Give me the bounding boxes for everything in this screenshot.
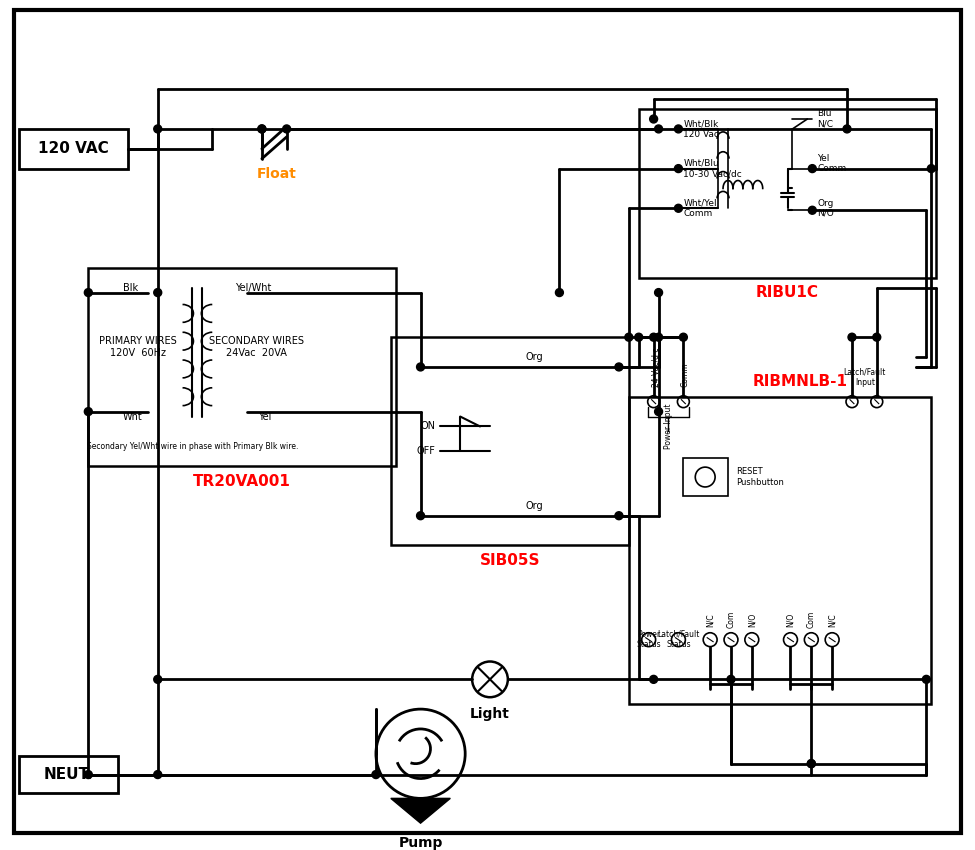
Bar	[629, 397, 931, 704]
Circle shape	[843, 125, 851, 133]
Circle shape	[654, 333, 663, 341]
Text: Com: Com	[806, 611, 816, 628]
Text: OFF: OFF	[416, 446, 436, 456]
Bar	[19, 756, 118, 793]
Circle shape	[654, 289, 663, 297]
Text: Secondary Yel/Wht wire in phase with Primary Blk wire.: Secondary Yel/Wht wire in phase with Pri…	[87, 442, 298, 450]
Text: N/O: N/O	[747, 613, 757, 627]
Text: RIBMNLB-1: RIBMNLB-1	[753, 374, 847, 389]
Text: Yel: Yel	[258, 411, 272, 422]
Text: Yel
Comm: Yel Comm	[817, 154, 846, 173]
Text: NEUT.: NEUT.	[44, 767, 93, 782]
Text: Wht/Blk
120 Vac: Wht/Blk 120 Vac	[683, 119, 720, 139]
Circle shape	[873, 333, 880, 341]
Text: Wht: Wht	[123, 411, 142, 422]
Circle shape	[371, 771, 380, 779]
Circle shape	[654, 125, 663, 133]
Text: Blu
N/C: Blu N/C	[817, 110, 834, 128]
Circle shape	[922, 676, 930, 683]
Text: Float: Float	[256, 167, 296, 180]
Circle shape	[675, 165, 682, 173]
Text: Yel/Wht: Yel/Wht	[235, 282, 272, 292]
Bar	[683, 458, 728, 496]
Text: Light: Light	[470, 707, 510, 721]
Circle shape	[680, 333, 687, 341]
Circle shape	[85, 408, 93, 416]
Circle shape	[675, 204, 682, 212]
Circle shape	[727, 676, 735, 683]
Circle shape	[85, 771, 93, 779]
Bar	[639, 109, 936, 278]
Text: Wht/Blu
10-30 Vac/dc: Wht/Blu 10-30 Vac/dc	[683, 159, 742, 178]
Circle shape	[615, 363, 623, 371]
Text: ON: ON	[420, 422, 436, 432]
Circle shape	[649, 676, 657, 683]
Text: N/O: N/O	[786, 613, 795, 627]
Circle shape	[556, 289, 564, 297]
Text: 120 VAC: 120 VAC	[38, 141, 109, 156]
Circle shape	[675, 125, 682, 133]
Text: N/C: N/C	[828, 613, 837, 626]
Text: Latch/Fault
Input: Latch/Fault Input	[843, 367, 886, 387]
Text: Org: Org	[526, 352, 543, 362]
Text: Power Input: Power Input	[664, 404, 673, 449]
Circle shape	[154, 771, 162, 779]
Circle shape	[808, 165, 816, 173]
Circle shape	[85, 289, 93, 297]
Text: Wht/Yel
Comm: Wht/Yel Comm	[683, 199, 717, 218]
Circle shape	[649, 115, 657, 123]
Text: N/C: N/C	[706, 613, 715, 626]
Bar	[89, 268, 396, 466]
Circle shape	[649, 333, 657, 341]
Text: Comm: Comm	[681, 362, 690, 387]
Text: Com: Com	[726, 611, 735, 628]
Circle shape	[416, 363, 424, 371]
Text: PRIMARY WIRES
120V  60Hz: PRIMARY WIRES 120V 60Hz	[99, 337, 176, 358]
Bar	[19, 129, 128, 168]
Circle shape	[154, 676, 162, 683]
Text: SECONDARY WIRES
24Vac  20VA: SECONDARY WIRES 24Vac 20VA	[210, 337, 304, 358]
Polygon shape	[391, 798, 450, 823]
Bar	[391, 337, 629, 546]
Circle shape	[258, 125, 266, 133]
Text: RIBU1C: RIBU1C	[756, 285, 819, 300]
Text: Blk: Blk	[123, 282, 138, 292]
Circle shape	[807, 760, 815, 768]
Circle shape	[625, 333, 633, 341]
Circle shape	[154, 125, 162, 133]
Text: Org: Org	[526, 501, 543, 511]
Circle shape	[258, 125, 266, 133]
Text: Org
N/O: Org N/O	[817, 199, 834, 218]
Text: TR20VA001: TR20VA001	[193, 473, 291, 489]
Text: Pump: Pump	[399, 836, 443, 850]
Circle shape	[283, 125, 291, 133]
Text: Latch/Fault
Status: Latch/Fault Status	[657, 630, 700, 649]
Circle shape	[416, 512, 424, 519]
Circle shape	[848, 333, 856, 341]
Text: Power
Status: Power Status	[637, 630, 661, 649]
Circle shape	[615, 512, 623, 519]
Circle shape	[927, 165, 935, 173]
Circle shape	[635, 333, 643, 341]
Text: 24 Vac/d c: 24 Vac/d c	[651, 348, 660, 387]
Circle shape	[654, 408, 663, 416]
Circle shape	[154, 289, 162, 297]
Circle shape	[807, 760, 815, 768]
Circle shape	[808, 207, 816, 214]
Text: SIB05S: SIB05S	[480, 552, 540, 568]
Text: RESET
Pushbutton: RESET Pushbutton	[736, 468, 784, 487]
